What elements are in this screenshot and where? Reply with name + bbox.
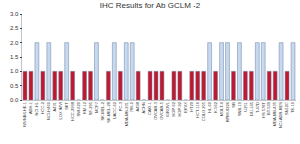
- svg-text:NCI-H1: NCI-H1: [34, 101, 39, 115]
- svg-text:HS 578T: HS 578T: [261, 102, 266, 118]
- svg-text:IGROV1: IGROV1: [165, 101, 170, 117]
- svg-text:786-0: 786-0: [130, 101, 135, 112]
- svg-text:HCC-2: HCC-2: [40, 101, 45, 114]
- svg-text:MCF7: MCF7: [94, 101, 99, 113]
- svg-text:ACHN: ACHN: [141, 102, 146, 113]
- svg-text:MDA-MB-435: MDA-MB-435: [272, 101, 277, 126]
- svg-text:SF-295: SF-295: [88, 101, 93, 115]
- svg-text:SN12C: SN12C: [284, 102, 289, 115]
- svg-text:2.5: 2.5: [10, 25, 19, 31]
- svg-text:SNB-19: SNB-19: [237, 101, 242, 116]
- svg-text:HCT-116: HCT-116: [195, 101, 200, 117]
- svg-text:PC-3: PC-3: [118, 101, 123, 111]
- svg-text:U251: U251: [243, 101, 248, 111]
- svg-text:SKT: SKT: [64, 102, 69, 110]
- svg-text:SK-MEL-28: SK-MEL-28: [106, 101, 111, 122]
- svg-text:A431: A431: [52, 101, 57, 111]
- svg-text:2.0: 2.0: [10, 40, 19, 46]
- svg-text:BT-549: BT-549: [267, 101, 272, 115]
- svg-text:OVCAR-3: OVCAR-3: [153, 101, 158, 120]
- svg-text:1.0: 1.0: [10, 68, 19, 74]
- svg-text:SW-620: SW-620: [76, 101, 81, 116]
- svg-text:T-47D: T-47D: [255, 102, 260, 113]
- svg-text:KM-12: KM-12: [82, 101, 87, 114]
- svg-text:HOP-92: HOP-92: [177, 101, 182, 116]
- svg-text:HT29: HT29: [189, 101, 194, 112]
- svg-text:A498: A498: [135, 101, 140, 111]
- svg-text:DU-145: DU-145: [249, 101, 254, 116]
- svg-text:0.0: 0.0: [10, 97, 19, 103]
- svg-text:LOX IMVI: LOX IMVI: [58, 102, 63, 119]
- svg-text:1.5: 1.5: [10, 54, 19, 60]
- svg-text:MDA-MB-231: MDA-MB-231: [124, 101, 129, 126]
- svg-text:RPMI-8226: RPMI-8226: [225, 101, 230, 122]
- svg-text:3.0: 3.0: [10, 11, 19, 17]
- svg-text:HL-60: HL-60: [207, 101, 212, 113]
- svg-text:MOLT-4: MOLT-4: [219, 101, 224, 116]
- svg-text:NCI-ADR-RES: NCI-ADR-RES: [278, 102, 283, 129]
- svg-text:NCI-H460: NCI-H460: [46, 101, 51, 120]
- svg-text:ADH-1: ADH-1: [28, 101, 33, 114]
- svg-text:UACC-62: UACC-62: [112, 101, 117, 119]
- svg-text:OVCAR-5: OVCAR-5: [159, 101, 164, 120]
- svg-text:NS/NB/LHE-1: NS/NB/LHE-1: [22, 101, 27, 126]
- svg-text:SK-MEL-2: SK-MEL-2: [100, 101, 105, 120]
- svg-text:TK-10: TK-10: [290, 101, 295, 113]
- svg-text:K-562: K-562: [213, 101, 218, 112]
- svg-text:HCC-2998: HCC-2998: [70, 101, 75, 121]
- svg-text:HOP-62: HOP-62: [171, 101, 176, 116]
- svg-text:0.5: 0.5: [10, 83, 19, 89]
- svg-text:IHC Results for Ab GCLM -2: IHC Results for Ab GCLM -2: [100, 1, 201, 10]
- svg-text:CAKI-1: CAKI-1: [147, 101, 152, 115]
- svg-text:COLO 205: COLO 205: [201, 101, 206, 121]
- svg-text:SR: SR: [231, 102, 236, 108]
- svg-text:EKVX: EKVX: [183, 102, 188, 113]
